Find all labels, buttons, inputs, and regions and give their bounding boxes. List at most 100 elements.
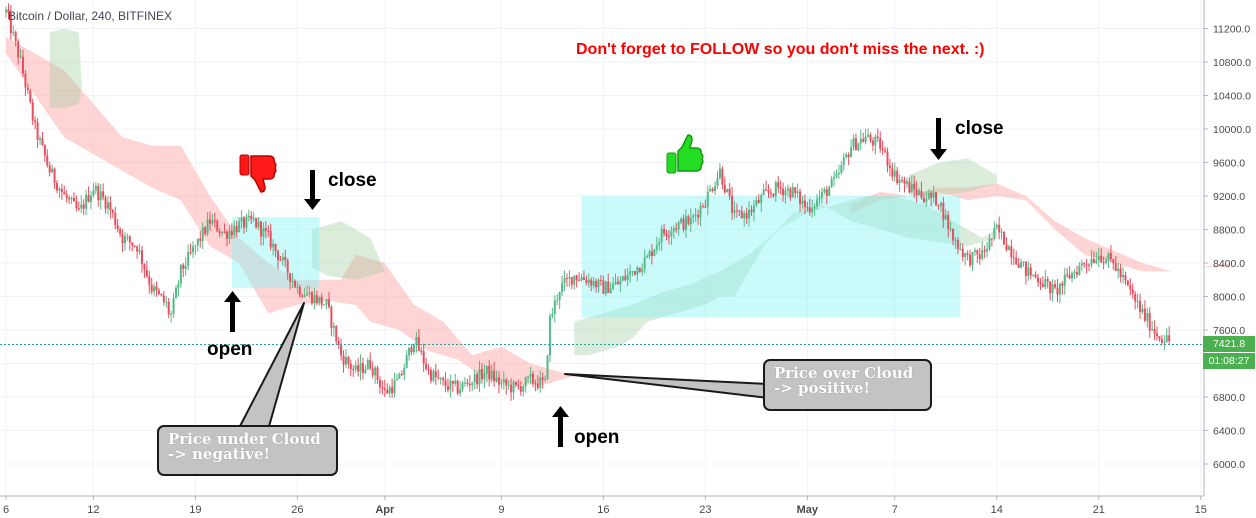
candle [68,198,71,200]
candle [633,271,636,275]
candle [1102,262,1105,264]
candle [269,231,272,248]
candle [643,257,646,269]
candle [905,181,908,184]
candle [616,281,619,285]
candle [765,189,768,191]
candle [512,381,515,393]
candle [995,224,998,228]
candle [915,189,918,195]
candle [561,282,564,293]
price-axis[interactable]: 6000.06400.06800.07200.07600.08000.08400… [1203,0,1251,496]
candle [267,230,270,232]
candle [582,277,585,280]
candle [816,199,819,207]
y-tick-label: 9600.0 [1213,158,1245,170]
candle [310,292,313,304]
candle [247,215,250,218]
y-tick-label: 6000.0 [1213,459,1245,471]
candle [507,384,510,386]
candle [568,277,571,279]
candle [284,256,287,261]
candle [998,224,1001,233]
candle [51,168,54,173]
candle [1168,335,1171,342]
candle [733,210,736,213]
candle [1151,329,1154,331]
candle [541,377,544,380]
candle [641,268,644,273]
candle [298,286,301,296]
candle [1095,260,1098,263]
candle [136,246,139,252]
candle [1143,308,1146,321]
candle [871,140,874,146]
candle [546,355,549,379]
candle [813,206,816,209]
candle [216,220,219,232]
candle [94,186,97,191]
candle [745,213,748,219]
candle [1000,231,1003,233]
candle [412,344,415,353]
candle [910,183,913,193]
time-axis[interactable]: 6 12 19 26 Apr 9 16 23 May 7 14 21 15 [0,495,1207,516]
candle [789,188,792,198]
candle [157,290,160,294]
candle [170,313,173,315]
candle [128,236,131,243]
candle [517,385,520,387]
candle [1075,272,1078,275]
candle [990,238,993,240]
highlight-boxes [231,196,961,318]
candle [986,249,989,252]
candle [1049,281,1052,294]
candle [12,32,15,34]
candle [274,243,277,251]
candle [782,188,785,196]
candle [213,220,216,222]
candle [1148,313,1151,331]
candle [255,218,258,228]
y-tick-label: 7600.0 [1213,325,1245,337]
candle [944,214,947,220]
candle [208,219,211,224]
candle [357,365,360,372]
candle [864,136,867,142]
candle [563,278,566,283]
candle [223,231,226,233]
candle [612,284,615,289]
x-tick-label: 26 [291,504,303,516]
candle [580,277,583,281]
candle [558,292,561,301]
candle [791,187,794,198]
candle [920,190,923,198]
candle [301,295,304,297]
symbol-title: Bitcoin / Dollar, 240, BITFINEX [8,9,173,23]
candle [34,120,37,123]
candle [393,380,396,394]
candle [925,199,928,202]
candle [187,251,190,266]
candle [830,178,833,188]
candle [123,236,126,244]
candle [881,148,884,151]
candle [63,192,66,195]
candle [456,380,459,394]
candle [204,227,207,234]
x-tick-label: May [797,504,819,516]
candle [38,138,41,140]
candle [1109,253,1112,259]
candle [874,136,877,146]
callout-positive: Price over Cloud -> positive! [763,359,932,411]
candle [718,168,721,179]
candle [497,377,500,385]
candle [536,383,539,388]
candle [75,201,78,208]
candle [48,165,51,173]
candle [427,368,430,371]
candle [293,280,296,288]
candle [731,195,734,213]
candle [286,260,289,274]
